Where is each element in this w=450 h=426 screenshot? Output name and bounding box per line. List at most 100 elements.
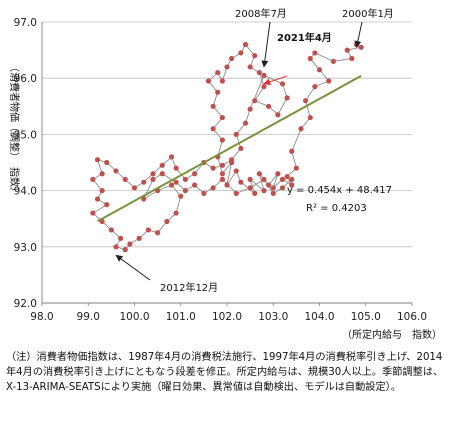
y-tick-label: 97.0: [14, 17, 37, 29]
data-point: [215, 89, 221, 95]
data-point: [178, 193, 184, 199]
x-tick-label: 105.0: [351, 311, 381, 323]
data-point: [275, 171, 281, 177]
data-point: [247, 185, 253, 191]
data-point: [256, 171, 262, 177]
data-point: [238, 179, 244, 185]
data-point: [266, 103, 272, 109]
data-point: [330, 58, 336, 64]
data-point: [90, 210, 96, 216]
data-point: [316, 67, 323, 73]
data-point: [219, 137, 225, 143]
data-point: [168, 154, 175, 160]
data-point: [168, 182, 175, 188]
annotation-label: 2012年12月: [160, 281, 218, 294]
data-point: [256, 69, 262, 76]
data-point: [307, 55, 313, 62]
data-point: [122, 247, 128, 253]
data-point: [349, 55, 355, 62]
data-point: [164, 218, 170, 225]
x-tick-label: 98.0: [30, 311, 53, 323]
data-point: [210, 185, 216, 191]
annotation-label: 2008年7月: [235, 7, 287, 20]
data-point: [127, 241, 133, 247]
data-point: [210, 165, 216, 171]
data-point: [104, 202, 110, 208]
data-point: [242, 41, 249, 48]
series-connector: [92, 43, 363, 251]
data-point: [233, 168, 239, 174]
data-point: [90, 176, 96, 182]
data-point: [141, 179, 147, 185]
x-axis-label: （所定内給与 指数）: [342, 328, 442, 341]
data-point: [173, 210, 179, 216]
annotation-arrow: [115, 254, 151, 281]
data-point: [312, 84, 318, 90]
data-point: [205, 78, 212, 84]
data-point: [279, 185, 286, 191]
data-point: [293, 165, 299, 171]
data-point: [136, 235, 142, 241]
data-point: [298, 126, 304, 132]
data-point: [131, 185, 138, 191]
data-point: [192, 182, 198, 188]
footnote: （注）消費者物価指数は、1987年4月の消費税法施行、1997年4月の消費税率引…: [6, 352, 444, 393]
data-point: [173, 179, 179, 185]
x-tick-label: 102.0: [212, 311, 242, 323]
data-point: [326, 78, 332, 84]
data-point: [358, 44, 364, 50]
data-point: [238, 145, 244, 152]
data-point: [118, 235, 124, 241]
data-point: [284, 95, 290, 101]
x-tick-label: 103.0: [258, 311, 288, 323]
data-point: [219, 162, 225, 168]
data-point: [279, 81, 286, 87]
data-point: [242, 120, 249, 126]
annotation-arrow: [354, 21, 363, 48]
data-point: [94, 196, 101, 202]
data-point: [261, 72, 267, 78]
axes: [41, 22, 413, 306]
annotation-label: 2021年4月: [277, 31, 332, 44]
data-point: [113, 244, 119, 250]
trendline-r2: R² = 0.4203: [306, 203, 367, 214]
annotation-label: 2000年1月: [342, 7, 394, 20]
scatter-chart: 92.0 93.0 94.0 95.0 96.0 97.0 98.0 99.0 100.0 101…: [8, 7, 442, 341]
y-tick-label: 95.0: [14, 129, 37, 141]
data-point: [99, 188, 105, 194]
data-point: [94, 157, 101, 163]
data-point: [238, 50, 244, 56]
data-point: [210, 103, 216, 109]
data-point: [210, 126, 216, 132]
trendline-line: [97, 74, 362, 223]
data-point: [122, 176, 128, 182]
trendline-equation: y = 0.454x + 48.417: [287, 185, 392, 196]
data-point: [224, 64, 230, 70]
data-point: [284, 173, 290, 180]
data-point: [252, 190, 258, 197]
data-point: [266, 182, 272, 188]
data-point: [303, 98, 309, 104]
data-point: [233, 190, 239, 197]
data-point: [289, 182, 295, 188]
data-point: [155, 230, 161, 236]
data-point: [219, 114, 225, 121]
data-point: [261, 188, 267, 194]
data-point: [247, 176, 253, 182]
data-point: [289, 148, 295, 154]
data-point: [229, 157, 235, 163]
data-point: [219, 176, 225, 182]
data-point: [108, 227, 114, 233]
data-point: [113, 168, 119, 174]
data-point: [182, 176, 188, 182]
y-tick-label: 96.0: [14, 73, 37, 85]
data-point: [173, 165, 179, 171]
y-axis-label: （消費者物価（調整） 指数）: [8, 62, 21, 197]
x-tick-label: 100.0: [119, 311, 149, 323]
data-point: [247, 106, 253, 112]
data-point: [224, 182, 230, 188]
y-tick-label: 94.0: [14, 186, 37, 198]
data-point: [252, 98, 258, 104]
data-point: [233, 131, 239, 137]
data-point: [141, 196, 147, 202]
